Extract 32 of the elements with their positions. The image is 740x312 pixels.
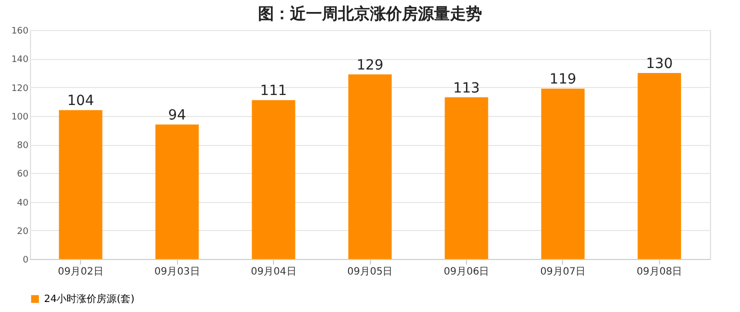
chart-title: 图：近一周北京涨价房源量走势	[258, 4, 482, 23]
bar	[348, 74, 392, 259]
y-tick-label: 80	[17, 141, 29, 151]
y-tick-label: 0	[22, 256, 29, 266]
y-tick-label: 20	[17, 226, 29, 237]
y-tick-label: 160	[11, 26, 29, 36]
x-tick-label: 09月05日	[347, 266, 393, 278]
y-tick-label: 100	[11, 112, 29, 122]
bar	[252, 100, 296, 259]
bar	[58, 110, 102, 259]
legend-label: 24小时涨价房源(套)	[44, 293, 135, 305]
data-label: 130	[646, 56, 673, 72]
x-tick-label: 09月08日	[636, 266, 682, 278]
y-tick-label: 60	[17, 170, 29, 180]
x-tick-label: 09月06日	[444, 266, 490, 278]
bar	[444, 97, 488, 259]
x-tick-label: 09月07日	[540, 266, 586, 278]
data-label: 104	[67, 93, 94, 110]
y-tick-label: 40	[17, 198, 29, 208]
data-label: 111	[260, 83, 287, 100]
bar	[541, 88, 585, 259]
data-label: 113	[453, 80, 480, 96]
bar	[155, 124, 199, 259]
x-tick-label: 09月02日	[58, 266, 104, 278]
x-tick-label: 09月03日	[154, 266, 200, 278]
y-tick-label: 120	[11, 84, 29, 94]
y-tick-label: 140	[11, 55, 29, 66]
x-tick-label: 09月04日	[250, 266, 296, 278]
data-label: 119	[550, 72, 576, 88]
data-label: 129	[356, 57, 384, 74]
data-label: 94	[168, 107, 186, 124]
bar	[638, 72, 682, 259]
